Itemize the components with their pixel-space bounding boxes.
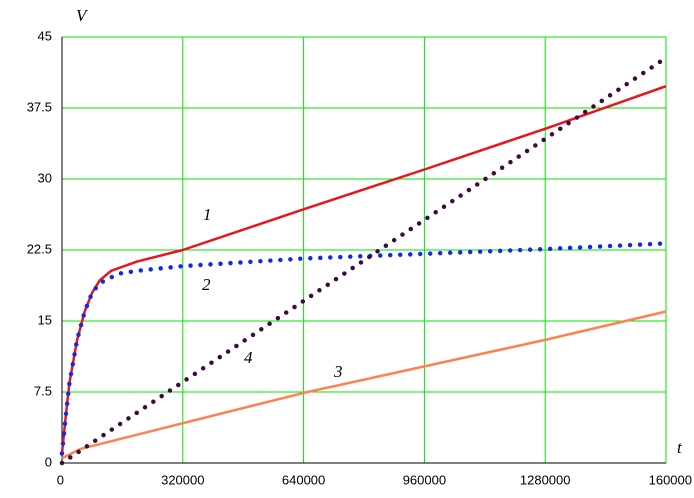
x-tick-label: 160000 — [649, 472, 692, 487]
series-label: 3 — [333, 362, 343, 381]
series-line — [61, 310, 667, 460]
y-tick-label: 37.5 — [27, 99, 52, 114]
x-tick-label: 1280000 — [520, 472, 571, 487]
x-axis-label: t — [677, 438, 683, 457]
series-label: 4 — [244, 348, 253, 367]
y-tick-label: 7.5 — [34, 383, 52, 398]
series-line — [59, 55, 669, 466]
y-tick-label: 30 — [38, 170, 52, 185]
x-tick-label: 960000 — [403, 472, 446, 487]
y-tick-label: 15 — [38, 312, 52, 327]
y-tick-label: 45 — [38, 28, 52, 43]
x-tick-label: 320000 — [161, 472, 204, 487]
x-tick-label: 640000 — [282, 472, 325, 487]
x-tick-label: 0 — [57, 472, 64, 487]
y-tick-label: 22.5 — [27, 241, 52, 256]
y-tick-label: 0 — [45, 454, 52, 469]
series-label: 2 — [202, 275, 211, 294]
series-label: 1 — [203, 205, 212, 224]
series-line — [59, 241, 669, 456]
y-axis-label: V — [76, 6, 89, 25]
